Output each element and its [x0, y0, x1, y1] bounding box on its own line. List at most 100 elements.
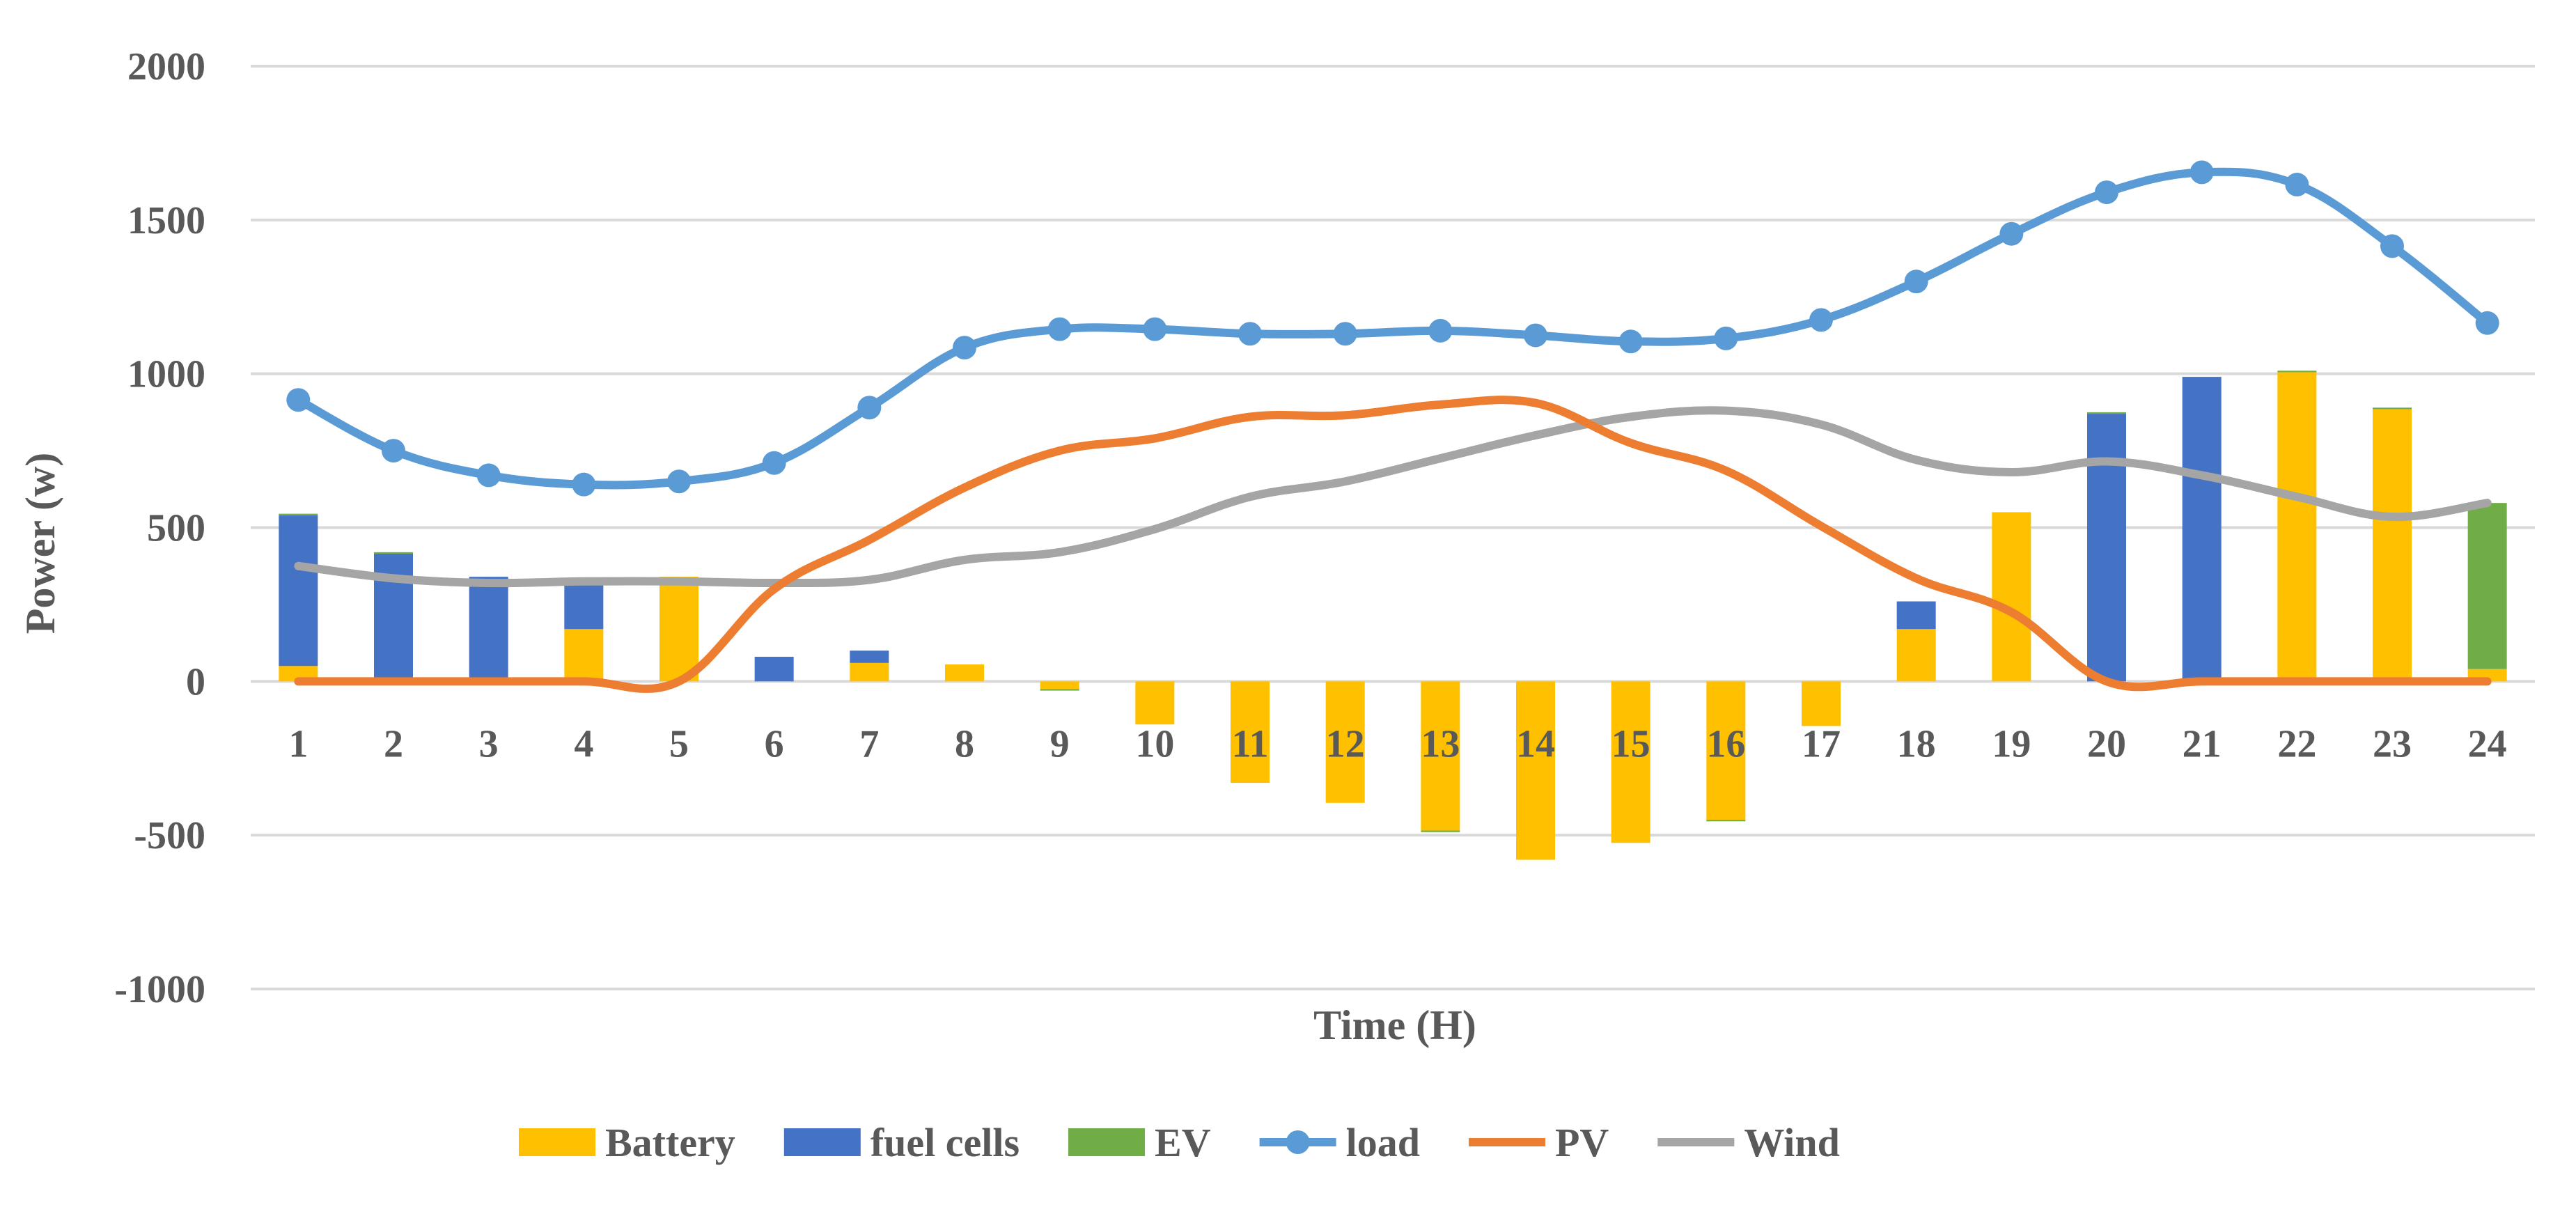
point-load-1	[286, 388, 311, 412]
x-tick-label: 20	[2087, 722, 2126, 765]
legend-item-pv: PV	[1468, 1120, 1609, 1165]
line-wind	[294, 406, 2492, 588]
bar-battery-9	[1040, 681, 1079, 690]
point-load-6	[762, 451, 786, 475]
bar-ev-2	[374, 552, 413, 554]
legend-item-ev: EV	[1068, 1120, 1211, 1165]
x-tick-label: 17	[1802, 722, 1841, 765]
x-tick-label: 1	[288, 722, 308, 765]
bar-battery-19	[1992, 512, 2031, 682]
x-tick-label: 6	[765, 722, 784, 765]
bar-ev-9	[1040, 689, 1079, 691]
bar-ev-24	[2467, 503, 2507, 669]
point-load-14	[1524, 323, 1547, 348]
y-tick-label: 1500	[127, 199, 205, 242]
legend-item-load: load	[1259, 1120, 1420, 1165]
point-load-10	[1143, 317, 1167, 341]
point-load-12	[1333, 322, 1357, 346]
bar-battery-10	[1135, 681, 1175, 725]
legend-swatch	[783, 1128, 861, 1156]
x-tick-label: 4	[574, 722, 593, 765]
bar-fuel-cells-1	[279, 515, 318, 667]
x-tick-label: 24	[2468, 722, 2507, 765]
lines	[286, 160, 2499, 693]
legend-item-wind: Wind	[1657, 1120, 1840, 1165]
y-tick-label: -500	[134, 814, 205, 857]
bar-battery-22	[2277, 372, 2317, 682]
bar-ev-1	[279, 513, 318, 515]
bar-ev-22	[2277, 371, 2317, 373]
point-load-23	[2380, 234, 2404, 258]
x-axis-ticks: 1 2 3 4 5 6 7 8 9 10 11 12 13 14 15 16 17 18 19 20 21 22 23 24	[288, 722, 2506, 765]
bar-fuel-cells-20	[2087, 414, 2126, 682]
legend-label: PV	[1555, 1120, 1609, 1165]
bar-battery-16	[1706, 681, 1746, 820]
point-load-15	[1618, 329, 1643, 354]
x-tick-label: 9	[1050, 722, 1070, 765]
point-load-8	[953, 336, 976, 360]
point-load-16	[1714, 326, 1738, 350]
point-load-4	[572, 472, 596, 497]
bar-fuel-cells-18	[1896, 601, 1936, 630]
bar-ev-13	[1421, 830, 1460, 832]
bar-battery-18	[1896, 629, 1936, 682]
x-tick-label: 18	[1897, 722, 1936, 765]
bars	[279, 371, 2507, 860]
y-axis-ticks: 2000 1500 1000 500 0 -500 -1000	[114, 45, 205, 1011]
bar-battery-5	[659, 577, 698, 682]
point-load-22	[2285, 173, 2309, 197]
bar-battery-11	[1231, 681, 1270, 784]
y-tick-label: 500	[147, 507, 205, 550]
bar-battery-14	[1516, 681, 1555, 860]
y-tick-label: 1000	[127, 353, 205, 396]
x-tick-label: 14	[1516, 722, 1555, 765]
x-tick-label: 16	[1706, 722, 1745, 765]
x-tick-label: 21	[2183, 722, 2222, 765]
legend-label: fuel cells	[871, 1120, 1020, 1165]
bar-fuel-cells-21	[2182, 377, 2222, 682]
bar-fuel-cells-7	[850, 651, 889, 663]
legend-marker	[1286, 1130, 1310, 1154]
legend: Battery fuel cells EV load PV Wind	[519, 1120, 1840, 1165]
x-tick-label: 23	[2373, 722, 2412, 765]
legend-swatch	[1068, 1128, 1146, 1156]
point-load-7	[857, 396, 882, 420]
y-tick-label: 0	[186, 660, 205, 703]
line-pv	[294, 396, 2492, 693]
point-load-20	[2095, 180, 2118, 205]
legend-label: EV	[1155, 1120, 1211, 1165]
legend-label: Battery	[605, 1120, 735, 1165]
legend-item-battery: Battery	[519, 1120, 735, 1165]
x-tick-label: 12	[1326, 722, 1365, 765]
bar-battery-17	[1802, 681, 1841, 726]
bar-battery-7	[850, 662, 889, 682]
bar-fuel-cells-3	[469, 577, 508, 682]
point-load-3	[476, 463, 501, 488]
point-load-21	[2189, 160, 2214, 185]
bar-ev-16	[1706, 820, 1746, 822]
x-tick-label: 7	[859, 722, 879, 765]
legend-item-fuel-cells: fuel cells	[783, 1120, 1020, 1165]
point-load-18	[1904, 270, 1928, 294]
point-load-19	[1999, 221, 2024, 246]
x-axis-title: Time (H)	[1313, 1002, 1476, 1048]
x-tick-label: 15	[1611, 722, 1650, 765]
gridlines	[251, 65, 2535, 990]
bar-battery-15	[1611, 681, 1650, 843]
point-load-24	[2475, 311, 2499, 335]
y-tick-label: 2000	[127, 45, 205, 88]
point-load-11	[1238, 322, 1262, 346]
x-tick-label: 10	[1135, 722, 1174, 765]
bar-battery-8	[945, 664, 984, 682]
bar-battery-13	[1421, 681, 1460, 831]
x-tick-label: 19	[1992, 722, 2031, 765]
y-tick-label: -1000	[114, 968, 205, 1011]
bar-ev-23	[2373, 407, 2412, 410]
x-tick-label: 13	[1421, 722, 1460, 765]
point-load-17	[1809, 308, 1833, 332]
bar-battery-4	[564, 629, 604, 682]
legend-label: load	[1346, 1120, 1420, 1165]
x-tick-label: 8	[955, 722, 974, 765]
